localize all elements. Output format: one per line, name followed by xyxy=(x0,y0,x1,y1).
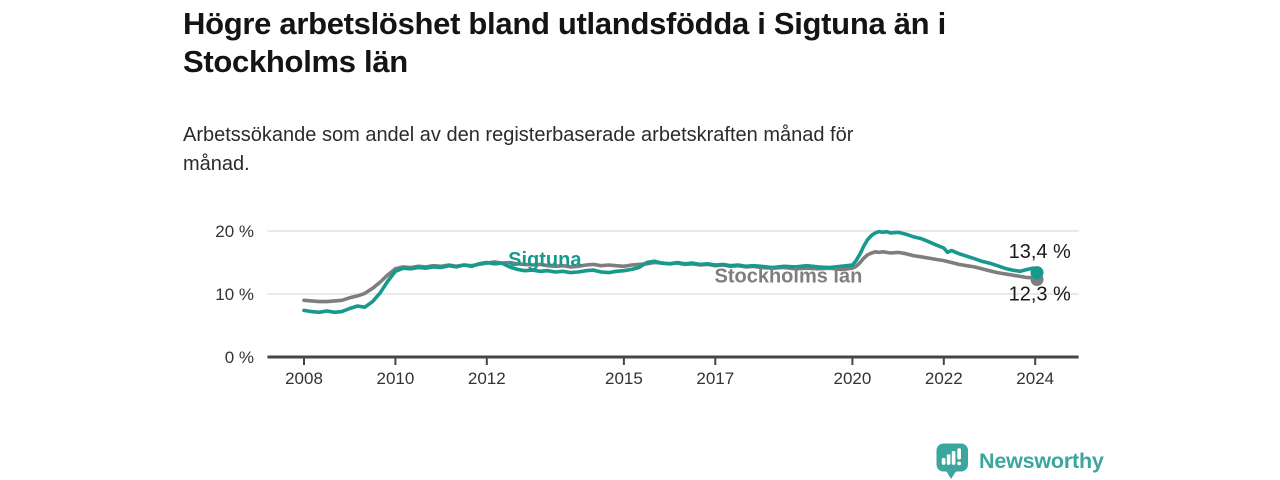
x-tick-label-2015: 2015 xyxy=(605,369,643,388)
end-value-sigtuna: 13,4 % xyxy=(1009,241,1071,263)
newsworthy-logo: Newsworthy xyxy=(936,443,1104,480)
y-tick-label-20: 20 % xyxy=(215,222,254,241)
x-tick-label-2017: 2017 xyxy=(696,369,734,388)
sigtuna-end-dot xyxy=(1030,266,1044,280)
logo-exclamation-dot xyxy=(957,461,961,466)
newsworthy-logo-text: Newsworthy xyxy=(979,449,1104,473)
x-tick-label-2012: 2012 xyxy=(468,369,506,388)
chart-subtitle: Arbetssökande som andel av den registerb… xyxy=(183,124,854,175)
unemployment-line-chart: 2008 2010 2012 2015 2017 2020 2022 2024 20 % 10 %… xyxy=(215,222,1079,388)
series-label-sigtuna: Sigtuna xyxy=(508,249,582,271)
newsworthy-logo-icon xyxy=(936,443,968,479)
x-tick-label-2024: 2024 xyxy=(1016,369,1054,388)
y-tick-label-0: 0 % xyxy=(225,348,254,367)
chart-title: Högre arbetslöshet bland utlandsfödda i … xyxy=(183,6,946,79)
x-tick-label-2008: 2008 xyxy=(285,369,323,388)
end-value-stockholms-lan: 12,3 % xyxy=(1009,283,1071,305)
sigtuna-line xyxy=(302,229,1039,315)
gridlines xyxy=(267,230,1079,295)
logo-exclamation-rod xyxy=(957,448,961,460)
logo-bar-medium xyxy=(946,454,951,465)
logo-bar-tall xyxy=(951,451,956,465)
series-label-stockholms-lan: Stockholms län xyxy=(715,266,863,288)
y-tick-label-10: 10 % xyxy=(215,285,254,304)
x-tick-label-2022: 2022 xyxy=(925,369,963,388)
y-axis: 20 % 10 % 0 % xyxy=(215,222,254,367)
x-axis: 2008 2010 2012 2015 2017 2020 2022 2024 xyxy=(267,355,1079,388)
x-tick-label-2020: 2020 xyxy=(833,369,871,388)
logo-bar-short xyxy=(941,458,946,465)
x-tick-label-2010: 2010 xyxy=(376,369,414,388)
